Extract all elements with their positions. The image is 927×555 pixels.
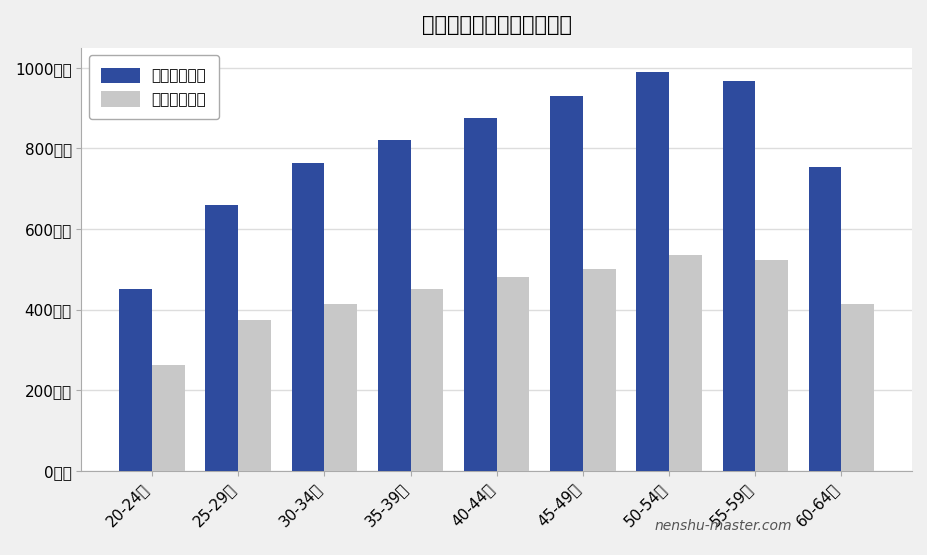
Bar xyxy=(636,72,669,471)
Bar xyxy=(669,255,702,471)
Bar xyxy=(756,260,788,471)
Bar xyxy=(324,304,357,471)
Bar xyxy=(464,118,497,471)
Bar xyxy=(120,289,152,471)
Legend: 想定平均年収, 全国平均年収: 想定平均年収, 全国平均年収 xyxy=(89,56,219,119)
Bar xyxy=(378,140,411,471)
Bar xyxy=(206,205,238,471)
Bar xyxy=(497,278,529,471)
Bar xyxy=(808,166,842,471)
Title: 千寿製薬の年齢別平均年収: 千寿製薬の年齢別平均年収 xyxy=(422,15,572,35)
Bar xyxy=(722,80,756,471)
Bar xyxy=(550,96,583,471)
Text: nenshu-master.com: nenshu-master.com xyxy=(654,519,792,533)
Bar xyxy=(152,365,184,471)
Bar xyxy=(411,289,443,471)
Bar xyxy=(842,304,874,471)
Bar xyxy=(292,163,324,471)
Bar xyxy=(238,320,271,471)
Bar xyxy=(583,269,616,471)
